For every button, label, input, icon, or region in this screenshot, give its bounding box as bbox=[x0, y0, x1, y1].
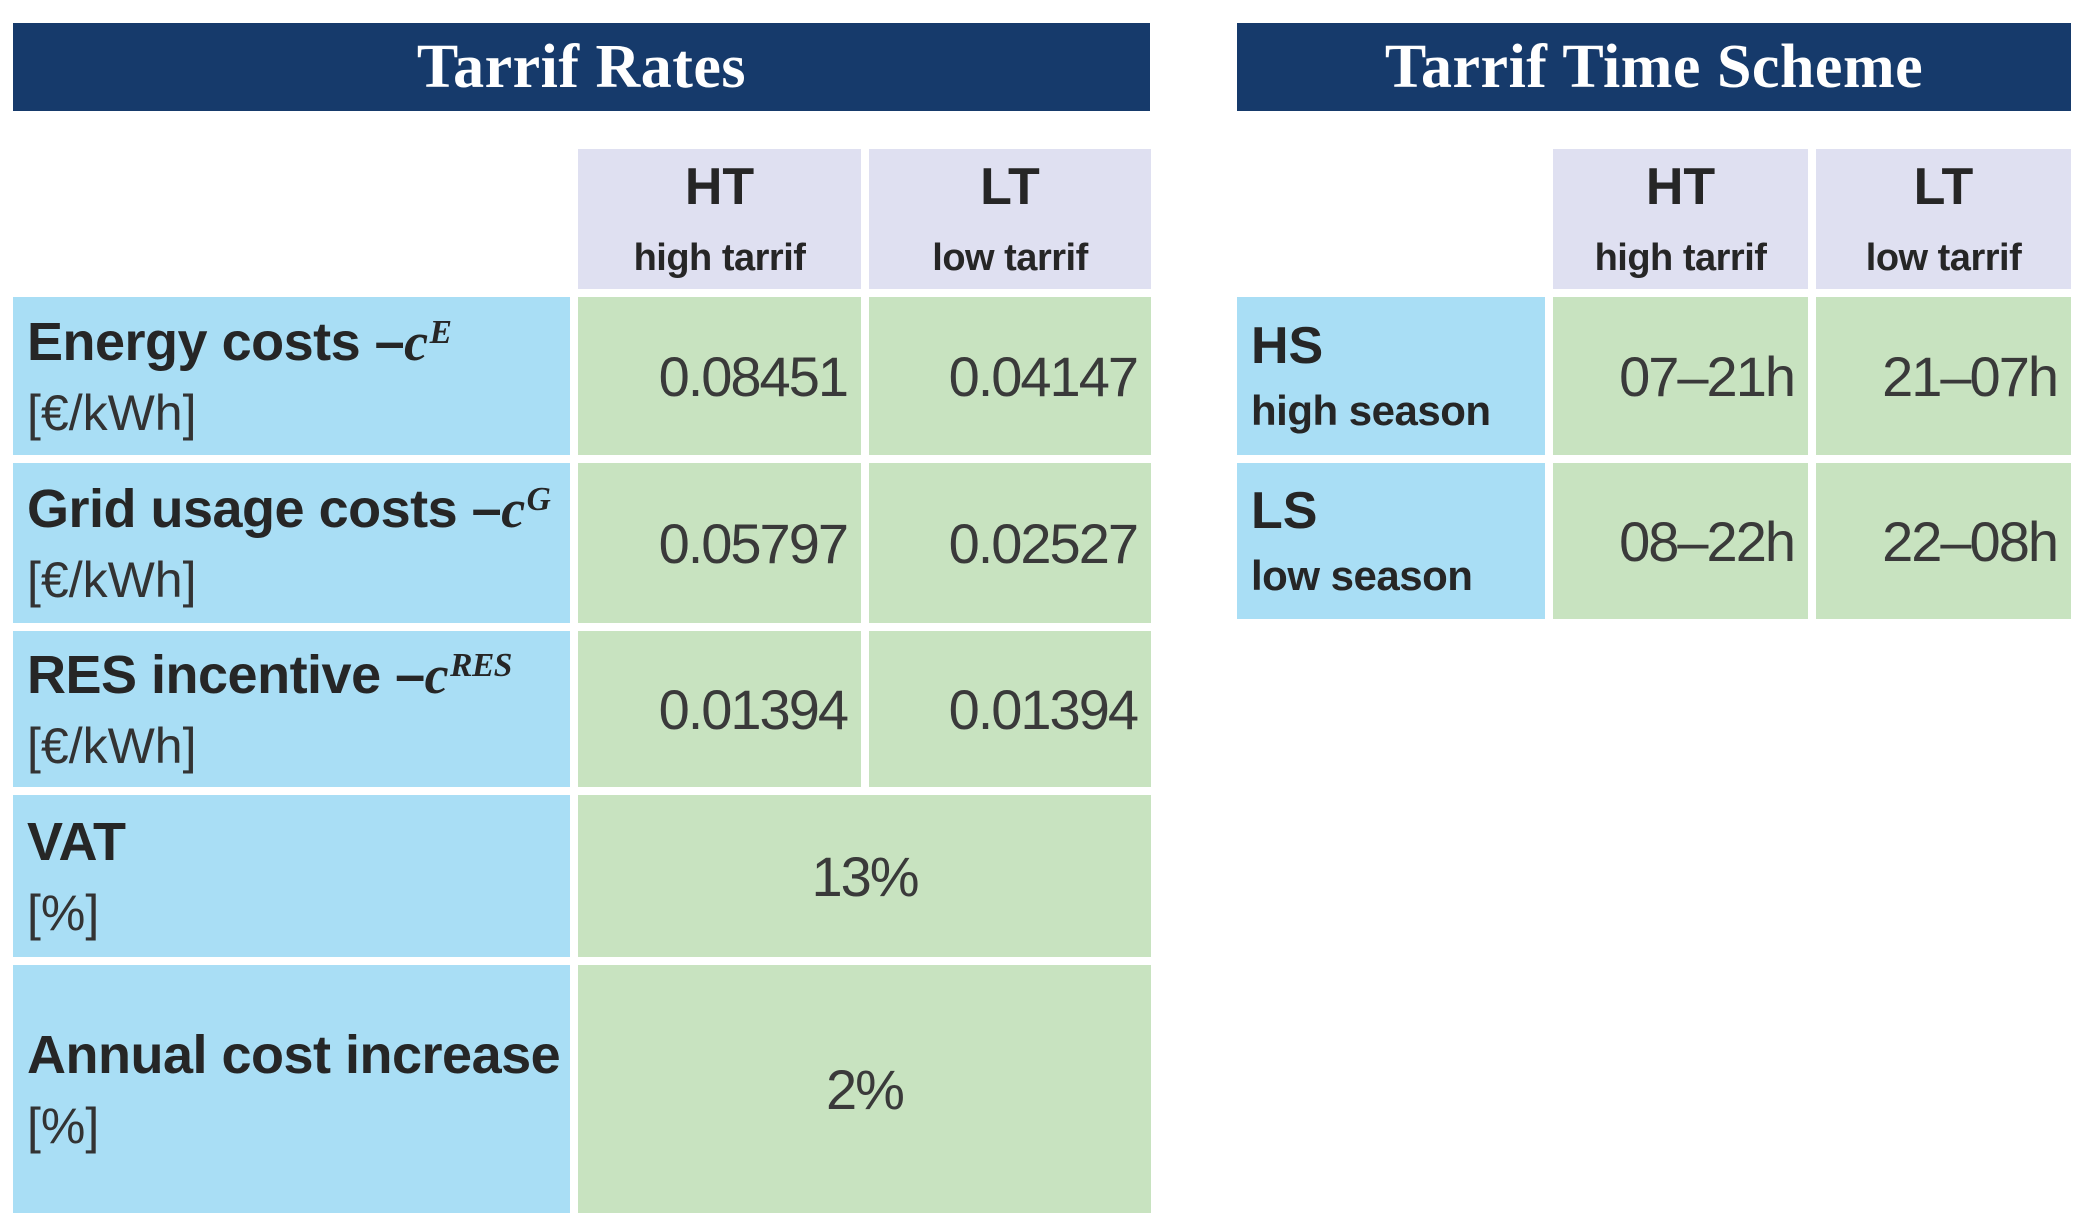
time-col-header-ht: HT high tarrif bbox=[1553, 149, 1808, 289]
value-res-ht: 0.01394 bbox=[578, 631, 861, 787]
math-symbol: c bbox=[501, 478, 525, 539]
time-high-season-lt: 21–07h bbox=[1816, 297, 2071, 455]
value-grid-lt: 0.02527 bbox=[869, 463, 1151, 623]
col-abbr: LT bbox=[980, 158, 1040, 216]
row-label-annual-cost-increase: Annual cost increase [%] bbox=[13, 965, 570, 1213]
col-abbr: HT bbox=[684, 158, 755, 216]
row-title: RES incentive –cRES bbox=[27, 644, 512, 705]
row-abbr: HS bbox=[1251, 317, 1324, 375]
value-energy-lt: 0.04147 bbox=[869, 297, 1151, 455]
row-unit: [€/kWh] bbox=[27, 385, 197, 442]
row-title: Annual cost increase bbox=[27, 1024, 561, 1085]
col-subtitle: high tarrif bbox=[1594, 237, 1767, 279]
row-unit: [%] bbox=[27, 1098, 100, 1155]
rates-col-header-lt: LT low tarrif bbox=[869, 149, 1151, 289]
row-title: VAT bbox=[27, 811, 126, 872]
math-symbol: c bbox=[424, 644, 449, 705]
time-table-title: Tarrif Time Scheme bbox=[1237, 23, 2071, 111]
row-label-low-season: LS low season bbox=[1237, 463, 1545, 619]
math-symbol: c bbox=[404, 311, 428, 372]
col-abbr: HT bbox=[1645, 158, 1716, 216]
tarrif-rates-table: Tarrif Rates HT high tarrif LT low tarri… bbox=[13, 23, 1151, 1213]
col-subtitle: low tarrif bbox=[1865, 237, 2022, 279]
row-label-high-season: HS high season bbox=[1237, 297, 1545, 455]
time-table-grid: HT high tarrif LT low tarrif HS high sea… bbox=[1237, 149, 2071, 619]
value-annual-increase: 2% bbox=[578, 965, 1151, 1213]
rates-table-title: Tarrif Rates bbox=[13, 23, 1150, 111]
row-unit: [%] bbox=[27, 885, 100, 942]
time-low-season-ht: 08–22h bbox=[1553, 463, 1808, 619]
rates-table-grid: HT high tarrif LT low tarrif Energy cost… bbox=[13, 149, 1151, 1213]
row-title: Grid usage costs –cG bbox=[27, 478, 551, 539]
row-title: Energy costs –cE bbox=[27, 311, 452, 372]
row-subtitle: low season bbox=[1251, 552, 1473, 599]
row-unit: [€/kWh] bbox=[27, 552, 197, 609]
row-label-vat: VAT [%] bbox=[13, 795, 570, 957]
math-superscript: E bbox=[429, 313, 452, 351]
row-abbr: LS bbox=[1251, 482, 1318, 540]
row-label-energy-costs: Energy costs –cE [€/kWh] bbox=[13, 297, 570, 455]
math-superscript: RES bbox=[450, 646, 512, 684]
time-col-header-lt: LT low tarrif bbox=[1816, 149, 2071, 289]
row-label-res-incentive: RES incentive –cRES [€/kWh] bbox=[13, 631, 570, 787]
col-subtitle: low tarrif bbox=[932, 237, 1088, 279]
row-unit: [€/kWh] bbox=[27, 718, 197, 775]
row-label-grid-usage-costs: Grid usage costs –cG [€/kWh] bbox=[13, 463, 570, 623]
rates-col-header-ht: HT high tarrif bbox=[578, 149, 861, 289]
col-abbr: LT bbox=[1913, 158, 1974, 216]
time-corner-cell bbox=[1237, 149, 1545, 289]
value-energy-ht: 0.08451 bbox=[578, 297, 861, 455]
math-superscript: G bbox=[526, 480, 551, 518]
tarrif-time-scheme-table: Tarrif Time Scheme HT high tarrif LT low… bbox=[1237, 23, 2071, 619]
value-res-lt: 0.01394 bbox=[869, 631, 1151, 787]
row-subtitle: high season bbox=[1251, 387, 1491, 434]
time-high-season-ht: 07–21h bbox=[1553, 297, 1808, 455]
value-vat: 13% bbox=[578, 795, 1151, 957]
time-low-season-lt: 22–08h bbox=[1816, 463, 2071, 619]
rates-corner-cell bbox=[13, 149, 570, 289]
col-subtitle: high tarrif bbox=[633, 237, 806, 279]
value-grid-ht: 0.05797 bbox=[578, 463, 861, 623]
